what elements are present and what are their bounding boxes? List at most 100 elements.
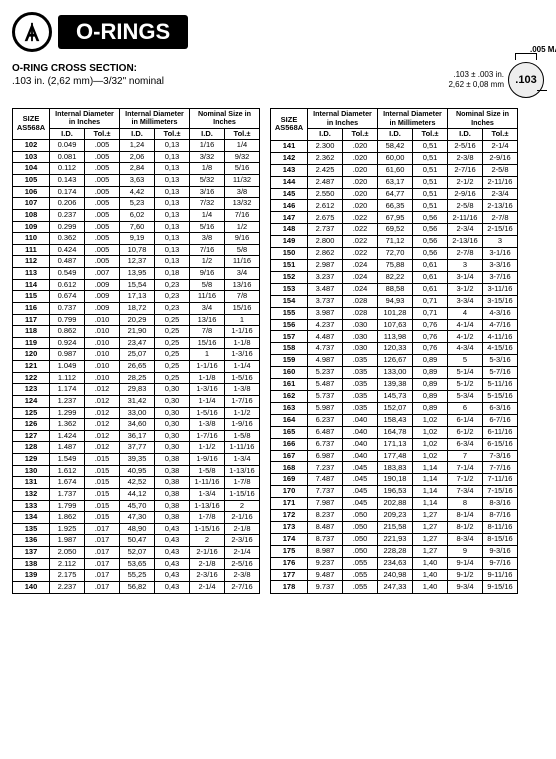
- cell: 11/16: [190, 291, 225, 303]
- cell-size: 130: [13, 465, 50, 477]
- cell: 55,25: [120, 570, 155, 582]
- cell: 4-3/16: [483, 307, 518, 319]
- table-row: 1231.174.01229,830,301-3/161-3/8: [13, 384, 260, 396]
- cell: .020: [343, 200, 378, 212]
- cell: 9/16: [225, 233, 260, 245]
- cell-size: 154: [271, 295, 308, 307]
- cell: .010: [85, 361, 120, 373]
- cell: 228,28: [378, 545, 413, 557]
- cell: 152,07: [378, 402, 413, 414]
- cell: 0,13: [155, 233, 190, 245]
- cell: 2-1/16: [190, 547, 225, 559]
- cell-size: 147: [271, 212, 308, 224]
- cell-size: 168: [271, 462, 308, 474]
- cell: 5-11/16: [483, 379, 518, 391]
- cell: .045: [343, 486, 378, 498]
- cell: 0,43: [155, 523, 190, 535]
- table-row: 1442.487.02063,170,512-1/22-11/16: [271, 176, 518, 188]
- cell: 0,38: [155, 454, 190, 466]
- cell: 5.737: [308, 390, 343, 402]
- table-row: 1717.987.045202,881,1488-3/16: [271, 498, 518, 510]
- cell: 3/8: [225, 186, 260, 198]
- cell-size: 172: [271, 510, 308, 522]
- cell-size: 106: [13, 186, 50, 198]
- tol-inches: .103 ± .003 in.: [448, 70, 504, 80]
- cell: 0,13: [155, 198, 190, 210]
- cell: 11/16: [225, 256, 260, 268]
- cell: 0.612: [50, 279, 85, 291]
- cell: 0,38: [155, 465, 190, 477]
- cell: 1,40: [413, 569, 448, 581]
- cell: 9.737: [308, 581, 343, 593]
- cell: 0,13: [155, 151, 190, 163]
- cell: 1,40: [413, 557, 448, 569]
- page: O-RINGS O-RING CROSS SECTION: .103 in. (…: [0, 0, 556, 614]
- cell: .012: [85, 407, 120, 419]
- cell: 58,42: [378, 140, 413, 152]
- cell: 3.737: [308, 295, 343, 307]
- cell: 0,51: [413, 200, 448, 212]
- cell: 20,29: [120, 314, 155, 326]
- cell: 4.487: [308, 331, 343, 343]
- cell: 1-5/8: [190, 465, 225, 477]
- cell-size: 125: [13, 407, 50, 419]
- cell: 1-15/16: [225, 488, 260, 500]
- table-row: 1110.424.00510,780,137/165/8: [13, 244, 260, 256]
- table-row: 1482.737.02269,520,562-3/42-15/16: [271, 224, 518, 236]
- col-group-id-in: Internal Diameter in Inches: [50, 109, 120, 129]
- cell: 0,51: [413, 188, 448, 200]
- cell: 17,13: [120, 291, 155, 303]
- table-row: 1372.050.01752,070,432-1/162-1/4: [13, 547, 260, 559]
- cell: .050: [343, 510, 378, 522]
- cell-size: 171: [271, 498, 308, 510]
- cell-size: 167: [271, 450, 308, 462]
- cell: 2.862: [308, 248, 343, 260]
- cell: .020: [343, 176, 378, 188]
- cell: 3/4: [190, 302, 225, 314]
- cell: 190,18: [378, 474, 413, 486]
- cell: 1-1/16: [190, 361, 225, 373]
- cell: 0,89: [413, 355, 448, 367]
- cell-size: 116: [13, 302, 50, 314]
- table-row: 1060.174.0054,420,133/163/8: [13, 186, 260, 198]
- cell: 61,60: [378, 164, 413, 176]
- cell: 2.800: [308, 236, 343, 248]
- cell: 2.425: [308, 164, 343, 176]
- cell: 8.487: [308, 521, 343, 533]
- cell: 2.300: [308, 140, 343, 152]
- table-row: 1221.112.01028,250,251-1/81-5/16: [13, 372, 260, 384]
- table-row: 1594.987.035126,670,8955-3/16: [271, 355, 518, 367]
- cell: 0,30: [155, 384, 190, 396]
- table-row: 1707.737.045196,531,147-3/47-15/16: [271, 486, 518, 498]
- cell: .012: [85, 442, 120, 454]
- cell: 8-3/4: [448, 533, 483, 545]
- cell: 1-1/2: [225, 407, 260, 419]
- cell: 3/32: [190, 151, 225, 163]
- cell-size: 160: [271, 367, 308, 379]
- cell: 0,30: [155, 395, 190, 407]
- cell: 0,56: [413, 236, 448, 248]
- table-row: 1241.237.01231,420,301-1/41-7/16: [13, 395, 260, 407]
- cell: 126,67: [378, 355, 413, 367]
- cell: 1.862: [50, 512, 85, 524]
- cell: 10,78: [120, 244, 155, 256]
- cell: 1,27: [413, 533, 448, 545]
- cell: 0.174: [50, 186, 85, 198]
- cell: 3-3/4: [448, 295, 483, 307]
- cell: .055: [343, 581, 378, 593]
- cell: 5-15/16: [483, 390, 518, 402]
- cell: .009: [85, 291, 120, 303]
- cell: 39,35: [120, 454, 155, 466]
- cell: .035: [343, 367, 378, 379]
- cell-size: 108: [13, 209, 50, 221]
- cell: .020: [343, 188, 378, 200]
- cell: 3.237: [308, 271, 343, 283]
- cell: 2.550: [308, 188, 343, 200]
- cell: 0,56: [413, 212, 448, 224]
- cell: 3-3/16: [483, 260, 518, 272]
- table-row: 1502.862.02272,700,562-7/83-1/16: [271, 248, 518, 260]
- cell: 2.737: [308, 224, 343, 236]
- cell: 52,07: [120, 547, 155, 559]
- cell: 7.487: [308, 474, 343, 486]
- cell: 7/16: [225, 209, 260, 221]
